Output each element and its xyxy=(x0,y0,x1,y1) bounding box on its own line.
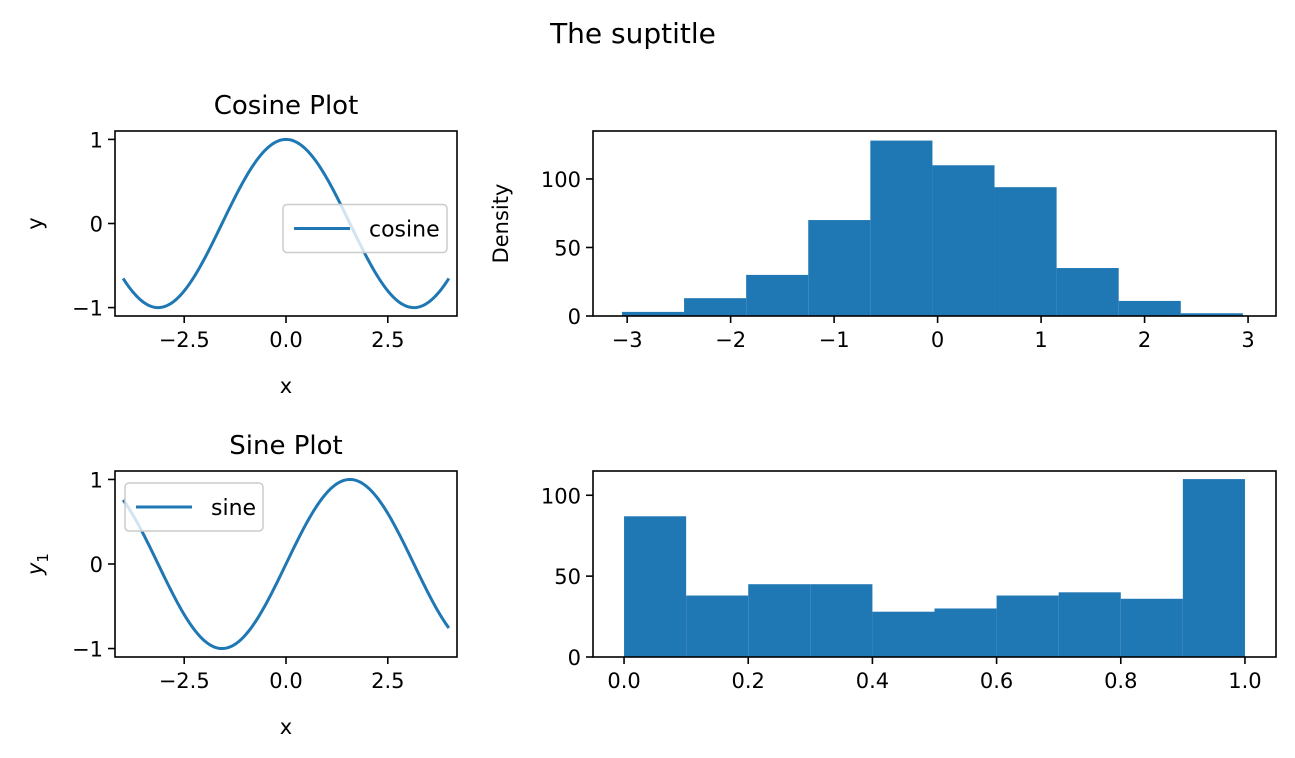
legend: cosine xyxy=(282,203,448,254)
histogram-bar xyxy=(684,298,747,316)
y-axis-label: y1 xyxy=(23,553,52,576)
panels: −2.5 0.0 2.5 −1 0 1 Cosine Plot x y cosine −3 −2 −1 0… xyxy=(23,91,1277,739)
histogram-bar xyxy=(934,608,997,657)
histogram-bar xyxy=(1180,313,1243,316)
histogram-bar xyxy=(810,584,873,657)
axes-frame xyxy=(592,130,1277,317)
y-tick-label: 100 xyxy=(541,168,581,192)
y-tick-label: 100 xyxy=(541,484,581,508)
legend: sine xyxy=(124,482,264,532)
histogram-bar xyxy=(1120,598,1183,657)
y-tick-label: 1 xyxy=(90,128,103,152)
x-axis-label: x xyxy=(280,715,292,739)
x-tick-label: −2 xyxy=(715,328,746,352)
panel-title: Cosine Plot xyxy=(214,91,359,121)
histogram-bar xyxy=(870,140,933,316)
x-tick-label: 0.0 xyxy=(269,669,302,693)
y-tick-label: 0 xyxy=(568,646,581,670)
y-tick-label: 0 xyxy=(90,553,103,577)
x-tick-label: 0.0 xyxy=(607,669,640,693)
x-axis-label: x xyxy=(280,374,292,398)
x-tick-label: 2.5 xyxy=(371,669,404,693)
histogram-bar xyxy=(1118,300,1181,316)
histogram-bar xyxy=(808,220,871,316)
x-tick-label: 1 xyxy=(1034,328,1047,352)
x-tick-label: 0.4 xyxy=(856,669,889,693)
panel-uniform-hist: 0.0 0.2 0.4 0.6 0.8 1.0 0 50 100 xyxy=(541,470,1277,693)
series-line-sine xyxy=(121,477,451,651)
legend-box xyxy=(282,203,448,254)
y-axis-label-subscript: 1 xyxy=(34,553,52,563)
y-axis-label: y xyxy=(23,217,47,229)
y-tick-label: 0 xyxy=(90,213,103,237)
histogram-bar xyxy=(932,165,995,316)
x-tick-label: 2 xyxy=(1138,328,1151,352)
panel-normal-hist: −3 −2 −1 0 1 2 3 0 50 100 Density xyxy=(489,130,1277,352)
histogram-bar xyxy=(996,595,1059,657)
legend-label: sine xyxy=(211,496,256,521)
histogram-bar xyxy=(872,611,935,657)
y-tick-label: −1 xyxy=(72,297,103,321)
y-axis-label-main: y xyxy=(23,562,47,576)
axes-frame xyxy=(592,470,1277,658)
histogram-bar xyxy=(621,311,685,316)
x-tick-label: 0.2 xyxy=(732,669,765,693)
x-tick-label: 0.6 xyxy=(980,669,1013,693)
legend-box xyxy=(124,482,264,532)
suptitle: The suptitle xyxy=(549,17,716,50)
histogram-bar xyxy=(1058,592,1121,657)
y-tick-label: −1 xyxy=(72,638,103,662)
y-tick-label: 50 xyxy=(554,565,581,589)
panel-title: Sine Plot xyxy=(229,431,342,461)
y-axis-label: Density xyxy=(489,184,513,264)
histogram-bar xyxy=(624,516,687,657)
x-tick-label: 0 xyxy=(931,328,944,352)
y-tick-label: 50 xyxy=(554,236,581,260)
histogram-bar xyxy=(994,187,1057,316)
histogram-bar xyxy=(1056,268,1119,316)
x-tick-label: −3 xyxy=(612,328,643,352)
histogram-bar xyxy=(748,584,811,657)
series-line-cosine xyxy=(121,137,451,310)
x-tick-label: 1.0 xyxy=(1228,669,1261,693)
y-tick-label: 1 xyxy=(90,468,103,492)
y-tick-label: 0 xyxy=(568,305,581,329)
x-tick-label: −1 xyxy=(819,328,850,352)
x-tick-label: −2.5 xyxy=(159,328,210,352)
panel-cosine: −2.5 0.0 2.5 −1 0 1 Cosine Plot x y cosine xyxy=(23,91,458,398)
histogram-bar xyxy=(1182,479,1245,657)
x-tick-label: −2.5 xyxy=(159,669,210,693)
x-tick-label: 2.5 xyxy=(371,328,404,352)
legend-label: cosine xyxy=(369,218,440,243)
x-tick-label: 0.0 xyxy=(269,328,302,352)
histogram-bar xyxy=(686,595,749,657)
x-tick-label: 3 xyxy=(1241,328,1254,352)
x-tick-label: 0.8 xyxy=(1104,669,1137,693)
histogram-bar xyxy=(746,274,809,316)
